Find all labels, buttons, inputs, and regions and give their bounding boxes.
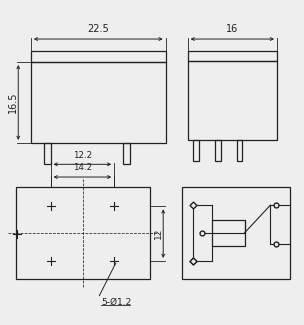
Text: 14.2: 14.2 (73, 163, 92, 173)
Bar (16, 187, 150, 279)
Bar (123, 143, 130, 164)
Bar (188, 61, 277, 140)
Bar (188, 50, 277, 61)
Bar (212, 220, 245, 246)
Bar (182, 187, 290, 279)
Text: 12.2: 12.2 (73, 151, 92, 160)
Text: 5-Ø1.2: 5-Ø1.2 (101, 298, 131, 307)
Text: 22.5: 22.5 (88, 24, 109, 34)
Bar (31, 62, 166, 143)
Text: 12: 12 (154, 228, 163, 239)
Text: 16.5: 16.5 (9, 92, 19, 113)
Bar (193, 140, 199, 161)
Bar (215, 140, 221, 161)
Bar (237, 140, 243, 161)
Bar (44, 143, 51, 164)
Text: 16: 16 (226, 24, 238, 34)
Bar (31, 50, 166, 62)
